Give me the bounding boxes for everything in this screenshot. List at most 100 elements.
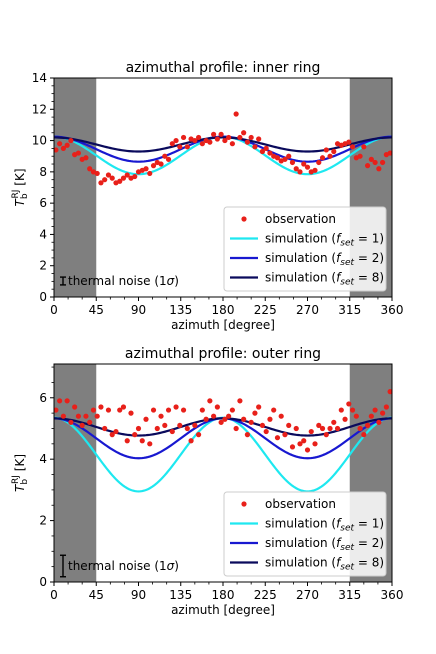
observation-point (188, 438, 194, 444)
observation-point (316, 422, 322, 429)
observation-point (312, 167, 318, 173)
observation-point (327, 425, 333, 432)
observation-point (177, 144, 183, 150)
observation-point (364, 163, 371, 169)
observation-point (207, 398, 213, 404)
observation-point (252, 410, 258, 416)
observation-point (252, 144, 258, 150)
observation-point (308, 428, 314, 435)
observation-point (143, 416, 149, 422)
observation-point (180, 134, 187, 141)
x-tick-label: 315 (338, 588, 361, 602)
observation-point (248, 419, 254, 425)
observation-point (316, 159, 322, 166)
observation-point (150, 407, 157, 413)
observation-point (124, 172, 130, 178)
observation-point (319, 155, 326, 161)
legend-label-2: simulation (fset = 2) (265, 251, 384, 268)
observation-point (158, 161, 164, 167)
observation-point (139, 438, 145, 444)
observation-point (229, 407, 235, 413)
observation-point (237, 134, 243, 141)
observation-point (87, 166, 93, 172)
observation-point (338, 407, 344, 413)
observation-point (158, 413, 164, 419)
x-axis-label: azimuth [degree] (171, 318, 275, 332)
observation-point (372, 407, 378, 413)
observation-point (117, 407, 123, 413)
observation-point (154, 425, 160, 432)
observation-point (132, 432, 138, 438)
observation-point (241, 416, 247, 422)
observation-point (293, 425, 299, 432)
observation-point (98, 180, 104, 186)
observation-point (319, 425, 326, 432)
observation-point (259, 148, 266, 155)
observation-point (195, 432, 202, 438)
observation-point (289, 444, 296, 450)
observation-point (289, 159, 296, 166)
observation-point (301, 438, 307, 444)
noise-note: thermal noise (1σ) (68, 559, 179, 573)
observation-point (203, 416, 209, 422)
observation-point (357, 153, 363, 159)
x-tick-label: 225 (254, 588, 277, 602)
observation-point (248, 134, 254, 141)
observation-point (368, 413, 374, 419)
series-line-3 (54, 136, 392, 153)
observation-point (263, 145, 269, 151)
legend-box (223, 491, 387, 577)
observation-point (387, 389, 392, 395)
observation-point (102, 177, 108, 183)
observation-point (72, 404, 78, 410)
observation-point (233, 425, 239, 432)
y-axis-label: TbRJ [K] (11, 454, 30, 492)
observation-point (98, 404, 104, 410)
observation-point (192, 422, 198, 429)
observation-point (195, 134, 202, 141)
observation-point (64, 142, 70, 148)
observation-point (162, 153, 168, 159)
observation-point (229, 141, 235, 147)
x-tick-label: 0 (50, 588, 58, 602)
x-tick-label: 270 (296, 588, 319, 602)
observation-point (57, 398, 63, 404)
observation-point (147, 441, 153, 447)
observation-point (117, 178, 123, 184)
observation-point (241, 130, 247, 136)
observation-point (244, 432, 251, 438)
observation-point (342, 416, 348, 422)
observation-point (361, 144, 367, 150)
observation-point (165, 407, 172, 413)
observation-point (278, 413, 284, 419)
observation-point (271, 407, 277, 413)
chart-panel-1: 0 45 90 135 180 225 270 315 360 0 2 4 6 8 10 12 14 azimut… (11, 60, 403, 332)
x-tick-label: 270 (296, 303, 319, 317)
observation-point (211, 413, 217, 419)
observation-point (75, 413, 82, 419)
observation-point (323, 432, 329, 438)
observation-point (94, 170, 100, 177)
y-tick-label: 4 (39, 227, 47, 241)
observation-point (304, 164, 311, 170)
x-tick-label: 45 (89, 588, 104, 602)
observation-point (282, 156, 288, 162)
observation-point (383, 404, 389, 410)
observation-point (349, 144, 356, 150)
x-tick-label: 45 (89, 303, 104, 317)
legend-marker-observation (241, 501, 247, 507)
series-line-2 (54, 417, 392, 460)
shaded-region-1 (54, 364, 97, 582)
observation-point (214, 136, 220, 142)
observation-point (124, 438, 130, 444)
chart-panel-2: 0 45 90 135 180 225 270 315 360 0 2 4 6 azimuthal pro… (11, 346, 403, 617)
y-tick-label: 0 (39, 575, 47, 589)
y-tick-label: 12 (32, 102, 47, 116)
observation-point (57, 141, 63, 147)
legend-label-3: simulation (fset = 8) (265, 271, 384, 288)
x-tick-label: 90 (131, 303, 146, 317)
observation-point (169, 141, 175, 147)
observation-point (54, 407, 59, 413)
observation-point (128, 410, 134, 416)
observation-point (79, 422, 85, 429)
